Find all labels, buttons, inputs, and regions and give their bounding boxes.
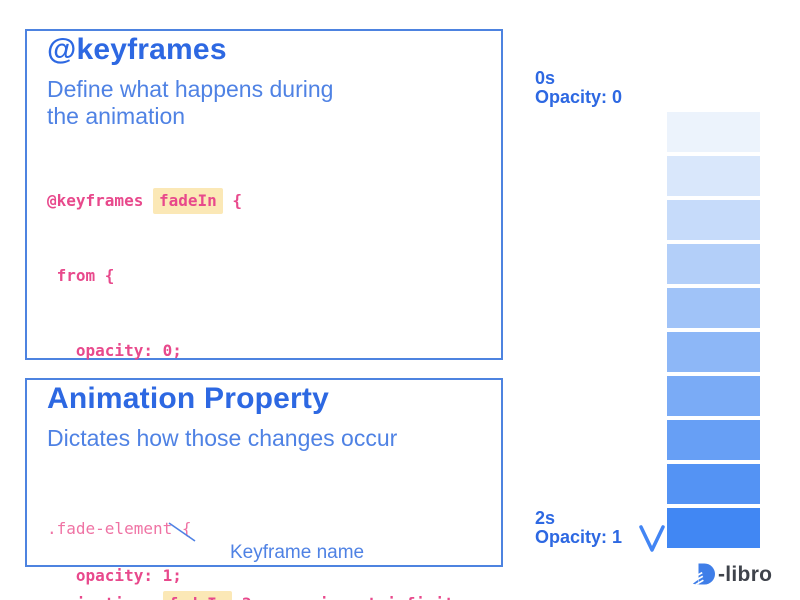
code-line: opacity: 0;	[47, 341, 182, 360]
animation-code-block: .fade-element { animation: fadeIn 2s eas…	[47, 466, 495, 600]
opacity-fade-column	[667, 112, 760, 548]
code-line: opacity: 1;	[47, 566, 182, 585]
fade-step	[667, 508, 760, 548]
fade-step	[667, 244, 760, 284]
code-text: {	[222, 191, 243, 210]
timeline-end-opacity: Opacity: 1	[535, 527, 623, 547]
fade-step	[667, 332, 760, 372]
code-text: animation:	[47, 594, 163, 600]
code-text: @keyframes	[47, 191, 153, 210]
timeline-start-label: 0s Opacity: 0	[535, 69, 622, 107]
fade-step	[667, 288, 760, 328]
animation-card-subtitle: Dictates how those changes occur	[47, 425, 398, 451]
timeline-start-opacity: Opacity: 0	[535, 87, 623, 107]
d-libro-logo-icon	[692, 563, 715, 586]
fade-step	[667, 464, 760, 504]
callout-label: Keyframe name	[230, 542, 365, 563]
fade-step	[667, 420, 760, 460]
keyframes-card-subtitle-line1: Define what happens during	[47, 76, 334, 102]
code-text: 2s ease-in-out infinite;	[232, 594, 473, 600]
fade-step	[667, 376, 760, 416]
keyframe-name-highlight: fadeIn	[152, 188, 223, 214]
callout-line	[168, 522, 196, 542]
code-line: animation: fadeIn 2s ease-in-out infinit…	[47, 591, 495, 600]
down-arrow-icon	[639, 62, 665, 552]
keyframes-card: @keyframes Define what happens during th…	[25, 29, 503, 585]
fade-step	[667, 200, 760, 240]
d-libro-logo: -libro	[692, 562, 772, 587]
fade-step	[667, 112, 760, 152]
keyframes-card-subtitle: Define what happens during the animation	[47, 76, 495, 130]
animation-property-card: Animation Property Dictates how those ch…	[25, 378, 503, 600]
code-line: @keyframes fadeIn {	[47, 188, 495, 214]
timeline-start-time: 0s	[535, 68, 556, 88]
logo-text: -libro	[718, 563, 773, 586]
timeline-end-label: 2s Opacity: 1	[535, 509, 622, 547]
timeline-end-time: 2s	[535, 508, 556, 528]
keyframe-name-highlight: fadeIn	[162, 591, 233, 600]
code-line: .fade-element {	[47, 519, 192, 538]
code-line: from {	[47, 266, 115, 285]
fade-step	[667, 156, 760, 196]
animation-card-title: Animation Property	[47, 382, 329, 415]
keyframes-card-subtitle-line2: the animation	[47, 103, 186, 129]
keyframes-card-title: @keyframes	[47, 33, 227, 66]
